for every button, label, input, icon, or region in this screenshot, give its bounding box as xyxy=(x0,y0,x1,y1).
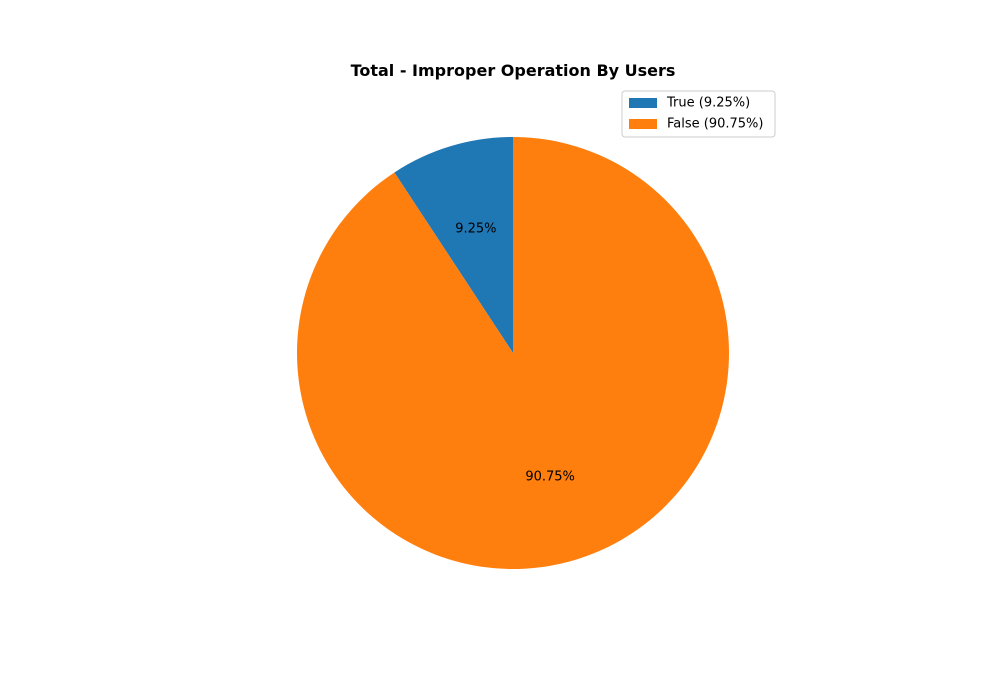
pie-slice-false xyxy=(297,137,730,569)
slice-label-true: 9.25% xyxy=(455,221,496,236)
legend-items: True (9.25%) False (90.75%) xyxy=(629,96,763,132)
pie-slice-labels: 9.25% 90.75% xyxy=(455,221,575,484)
chart-title: Total - Improper Operation By Users xyxy=(351,61,676,80)
legend: True (9.25%) False (90.75%) xyxy=(621,90,776,138)
slice-label-false: 90.75% xyxy=(525,470,575,485)
legend-swatch-false xyxy=(629,119,657,129)
legend-label-false: False (90.75%) xyxy=(667,117,763,132)
pie-slices xyxy=(297,137,730,569)
legend-frame xyxy=(621,90,776,138)
legend-label-true: True (9.25%) xyxy=(666,96,750,111)
pie-slice-true xyxy=(394,137,513,353)
legend-swatch-true xyxy=(629,98,657,108)
